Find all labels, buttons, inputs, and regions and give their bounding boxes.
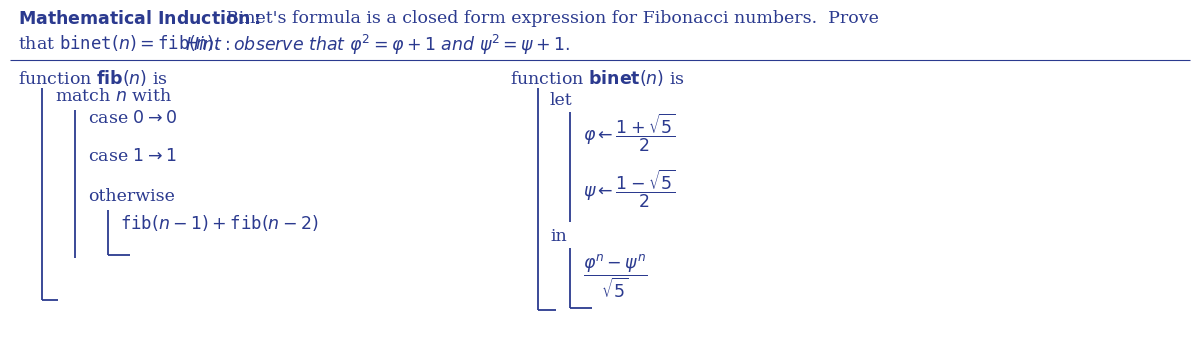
Text: $\varphi \leftarrow \dfrac{1+\sqrt{5}}{2}$: $\varphi \leftarrow \dfrac{1+\sqrt{5}}{2… xyxy=(583,112,676,155)
Text: otherwise: otherwise xyxy=(88,188,175,205)
Text: case $1 \to 1$: case $1 \to 1$ xyxy=(88,148,176,165)
Text: function $\mathbf{fib}(n)$ is: function $\mathbf{fib}(n)$ is xyxy=(18,68,168,88)
Text: let: let xyxy=(550,92,572,109)
Text: $\dfrac{\varphi^n-\psi^n}{\sqrt{5}}$: $\dfrac{\varphi^n-\psi^n}{\sqrt{5}}$ xyxy=(583,252,647,300)
Text: function $\mathbf{binet}(n)$ is: function $\mathbf{binet}(n)$ is xyxy=(510,68,685,88)
Text: $\mathtt{fib}(n-1) + \mathtt{fib}(n-2)$: $\mathtt{fib}(n-1) + \mathtt{fib}(n-2)$ xyxy=(120,213,318,233)
Text: $\psi \leftarrow \dfrac{1-\sqrt{5}}{2}$: $\psi \leftarrow \dfrac{1-\sqrt{5}}{2}$ xyxy=(583,168,676,211)
Text: $\mathbf{Mathematical\ Induction:}$: $\mathbf{Mathematical\ Induction:}$ xyxy=(18,10,260,28)
Text: that $\mathtt{binet}(n) = \mathtt{fib}(n)$.: that $\mathtt{binet}(n) = \mathtt{fib}(n… xyxy=(18,33,220,53)
Text: $\mathit{Hint: observe\ that}\ \varphi^2 = \varphi + 1\ \mathit{and}\ \psi^2 = \: $\mathit{Hint: observe\ that}\ \varphi^2… xyxy=(185,33,570,57)
Text: match $n$ with: match $n$ with xyxy=(55,88,172,105)
Text: Binet's formula is a closed form expression for Fibonacci numbers.  Prove: Binet's formula is a closed form express… xyxy=(226,10,878,27)
Text: case $0 \to 0$: case $0 \to 0$ xyxy=(88,110,178,127)
Text: in: in xyxy=(550,228,566,245)
